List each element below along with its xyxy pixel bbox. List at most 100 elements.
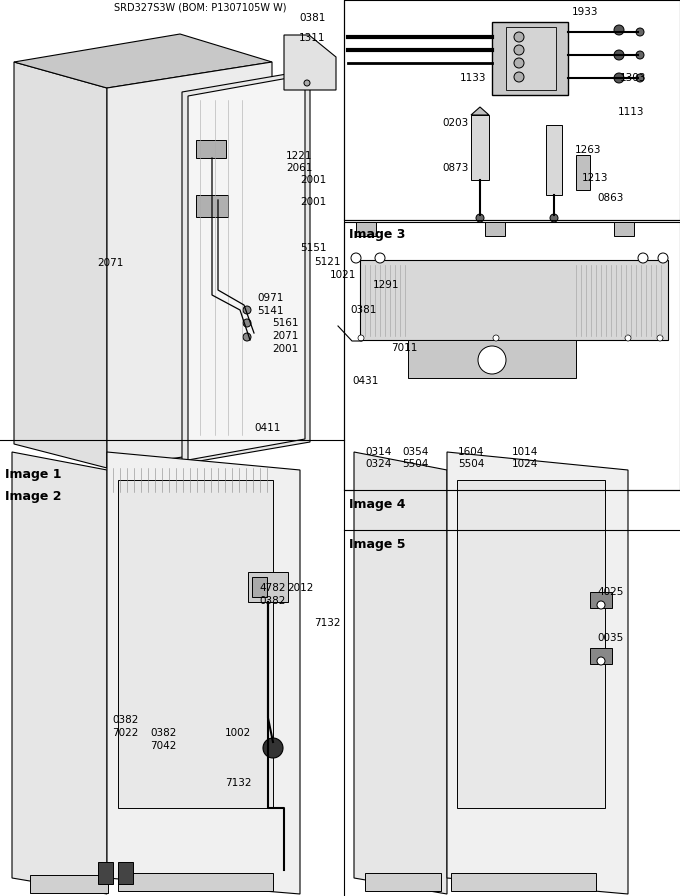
- Circle shape: [614, 73, 624, 83]
- Text: 0863: 0863: [597, 193, 624, 203]
- Circle shape: [657, 335, 663, 341]
- Text: 0382: 0382: [150, 728, 176, 738]
- Polygon shape: [447, 452, 628, 894]
- Polygon shape: [471, 107, 489, 115]
- Circle shape: [365, 373, 375, 383]
- Polygon shape: [182, 70, 310, 464]
- Bar: [614, 222, 634, 236]
- Bar: [546, 125, 562, 195]
- Text: 1221: 1221: [286, 151, 313, 161]
- Polygon shape: [284, 35, 336, 90]
- Text: 0431: 0431: [352, 376, 378, 386]
- Bar: [252, 577, 267, 597]
- Text: 7022: 7022: [112, 728, 138, 738]
- Bar: [107, 468, 272, 494]
- Polygon shape: [12, 452, 107, 894]
- Text: 1933: 1933: [572, 7, 598, 17]
- Text: 1002: 1002: [225, 728, 251, 738]
- Text: Image 4: Image 4: [349, 498, 405, 511]
- Text: 2001: 2001: [300, 197, 326, 207]
- Bar: [471, 115, 489, 180]
- Text: 2071: 2071: [272, 331, 299, 341]
- Circle shape: [358, 335, 364, 341]
- Bar: [365, 873, 441, 891]
- Circle shape: [636, 74, 644, 82]
- Circle shape: [476, 214, 484, 222]
- Bar: [408, 340, 576, 378]
- Text: 1311: 1311: [299, 33, 326, 43]
- Bar: [485, 222, 505, 236]
- Circle shape: [365, 297, 375, 307]
- Bar: [196, 140, 226, 158]
- Text: 0381: 0381: [299, 13, 325, 23]
- Bar: [344, 0, 680, 220]
- Bar: [98, 862, 113, 884]
- Text: 0203: 0203: [442, 118, 469, 128]
- Polygon shape: [354, 452, 447, 894]
- Text: Image 1: Image 1: [5, 468, 61, 481]
- Text: 1263: 1263: [575, 145, 602, 155]
- Text: 0971: 0971: [257, 293, 284, 303]
- Circle shape: [375, 253, 385, 263]
- Text: Image 3: Image 3: [349, 228, 405, 241]
- Text: 0354: 0354: [402, 447, 428, 457]
- Text: 5504: 5504: [402, 459, 428, 469]
- Text: 7132: 7132: [225, 778, 252, 788]
- Polygon shape: [107, 452, 300, 894]
- Bar: [356, 222, 376, 236]
- Text: 1133: 1133: [460, 73, 486, 83]
- Text: 1291: 1291: [373, 280, 400, 290]
- Text: 2071: 2071: [97, 258, 123, 268]
- Circle shape: [614, 25, 624, 35]
- Bar: [196, 195, 228, 217]
- Circle shape: [658, 253, 668, 263]
- Bar: [118, 873, 273, 891]
- Circle shape: [243, 319, 251, 327]
- Text: 0411: 0411: [254, 423, 280, 433]
- Text: 7132: 7132: [314, 618, 341, 628]
- Polygon shape: [492, 22, 568, 95]
- Text: 4782: 4782: [259, 583, 286, 593]
- Circle shape: [614, 50, 624, 60]
- Bar: [248, 572, 288, 602]
- Circle shape: [243, 333, 251, 341]
- Circle shape: [597, 657, 605, 665]
- Text: 1213: 1213: [582, 173, 609, 183]
- Text: 5504: 5504: [458, 459, 484, 469]
- Circle shape: [514, 72, 524, 82]
- Text: 1303: 1303: [620, 73, 647, 83]
- Polygon shape: [107, 62, 272, 468]
- Text: 0035: 0035: [597, 633, 624, 643]
- Polygon shape: [506, 27, 556, 90]
- Text: 2001: 2001: [300, 175, 326, 185]
- Polygon shape: [360, 260, 668, 340]
- Circle shape: [597, 601, 605, 609]
- Text: Image 5: Image 5: [349, 538, 405, 551]
- Text: 0382: 0382: [259, 596, 286, 606]
- Circle shape: [304, 80, 310, 86]
- Text: 5141: 5141: [257, 306, 284, 316]
- Circle shape: [243, 306, 251, 314]
- Text: 2061: 2061: [286, 163, 312, 173]
- Circle shape: [351, 253, 361, 263]
- Circle shape: [514, 32, 524, 42]
- Text: 7011: 7011: [391, 343, 418, 353]
- Bar: [590, 592, 612, 608]
- Bar: [590, 648, 612, 664]
- Text: 0314: 0314: [365, 447, 392, 457]
- Polygon shape: [14, 34, 272, 88]
- Bar: [350, 258, 390, 436]
- Bar: [30, 875, 108, 893]
- Polygon shape: [14, 62, 107, 468]
- Polygon shape: [188, 75, 305, 460]
- Text: 1014: 1014: [512, 447, 539, 457]
- Text: 0382: 0382: [112, 715, 138, 725]
- Circle shape: [263, 738, 283, 758]
- Circle shape: [478, 346, 506, 374]
- Bar: [118, 480, 273, 808]
- Text: 7042: 7042: [150, 741, 176, 751]
- Circle shape: [514, 58, 524, 68]
- Circle shape: [638, 253, 648, 263]
- Circle shape: [550, 214, 558, 222]
- Circle shape: [636, 28, 644, 36]
